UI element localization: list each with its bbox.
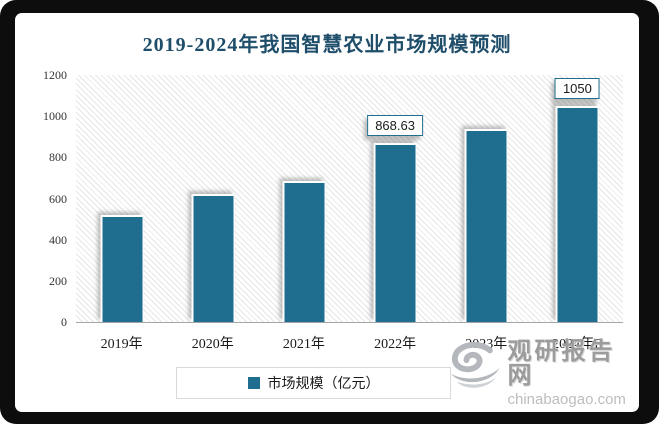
y-tick-label: 1200 [43, 68, 67, 82]
bar-2021年 [282, 181, 326, 322]
y-axis: 0 200 400 600 800 1000 1200 [23, 68, 67, 329]
x-axis-label: 2024年E [552, 337, 603, 352]
bar-2019年 [100, 214, 144, 322]
bar-slot [258, 75, 349, 322]
data-label: 1050 [554, 77, 600, 99]
x-axis-label: 2019年 [100, 337, 143, 352]
bar-slot: 1050 [532, 75, 623, 322]
y-tick-label: 800 [49, 150, 67, 165]
plot-area: 868.63 1050 [76, 75, 623, 323]
legend-swatch-icon [247, 377, 260, 389]
chart-title: 2019-2024年我国智慧农业市场规模预测 [142, 34, 512, 56]
legend-label: 市场规模（亿元） [267, 377, 380, 392]
bar-2024年E [555, 105, 599, 322]
bar-slot [441, 75, 532, 322]
bar-2022年 [373, 143, 417, 322]
y-tick-label: 0 [61, 315, 67, 329]
watermark-site-url: chinabaogao.com [507, 391, 626, 408]
bar-2020年 [191, 194, 235, 322]
data-label: 868.63 [367, 115, 423, 137]
watermark-text: 观研报告网 chinabaogao.com [508, 340, 640, 407]
watermark: 观研报告网 chinabaogao.com [447, 340, 639, 407]
bar-slot: 868.63 [350, 75, 441, 322]
x-axis-label: 2022年 [374, 337, 417, 352]
y-tick-label: 400 [49, 232, 67, 247]
bar-2023年 [464, 128, 508, 322]
x-axis: 2019年 2020年 2021年 2022年 2023年 2024年E [76, 333, 623, 352]
x-axis-label: 2020年 [191, 337, 234, 352]
y-tick-label: 200 [49, 273, 67, 288]
bar-slot [167, 75, 258, 322]
watermark-site-name: 观研报告网 [507, 339, 616, 389]
x-axis-label: 2021年 [282, 337, 325, 352]
y-tick-label: 600 [49, 191, 67, 206]
bar-slot [76, 75, 167, 322]
legend: 市场规模（亿元） [176, 367, 451, 399]
chart-canvas: 2019-2024年我国智慧农业市场规模预测 0 200 400 600 800 1000… [15, 13, 639, 412]
chinabaogao-logo-icon [450, 342, 500, 388]
y-tick-label: 1000 [43, 109, 67, 124]
